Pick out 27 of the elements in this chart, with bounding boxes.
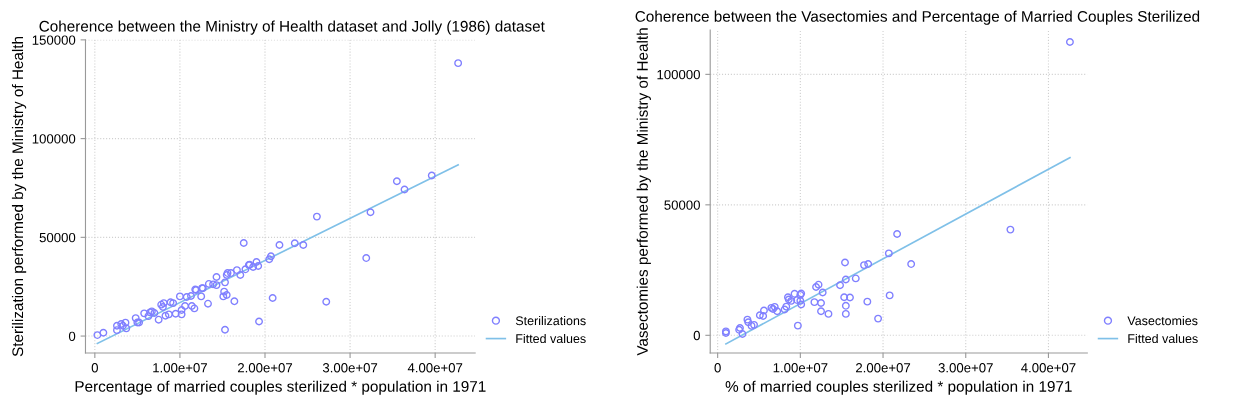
x-axis-title: % of married couples sterilized * population in 1971 — [725, 380, 1072, 395]
y-tick-label: 150000 — [32, 35, 76, 45]
legend-label: Fitted values — [516, 333, 586, 344]
y-tick-label: 0 — [693, 330, 700, 341]
chart-title: Coherence between the Vasectomies and Percentage of Married Couples Sterilized — [635, 10, 1200, 25]
x-tick-label: 2.00e+07 — [237, 363, 293, 373]
x-axis-title: Percentage of married couples sterilized * population in 1971 — [75, 380, 486, 395]
x-tick-label: 0 — [91, 363, 98, 373]
x-tick-label: 4.00e+07 — [407, 363, 463, 373]
x-tick-label: 1.00e+07 — [153, 363, 207, 373]
x-tick-label: 4.00e+07 — [1021, 363, 1076, 373]
legend-label: Sterilizations — [515, 315, 586, 326]
x-tick-label: 3.00e+07 — [322, 363, 378, 373]
legend-label: Fitted values — [1128, 333, 1198, 344]
y-axis-title: Sterilization performed by the Ministry of Health — [11, 36, 27, 357]
y-tick-label: 0 — [68, 331, 76, 341]
y-axis-title: Vasectomies performed by the Ministry of Health — [636, 28, 651, 356]
x-tick-label: 2.00e+07 — [856, 363, 911, 373]
y-tick-label: 100000 — [657, 69, 700, 80]
x-tick-label: 1.00e+07 — [773, 363, 828, 373]
y-tick-label: 50000 — [664, 200, 700, 210]
legend-label: Vasectomies — [1127, 315, 1198, 326]
y-tick-label: 100000 — [32, 134, 76, 144]
x-tick-label: 0 — [714, 363, 721, 373]
y-tick-label: 50000 — [39, 232, 76, 243]
chart-title: Coherence between the Ministry of Health dataset and Jolly (1986) dataset — [39, 20, 545, 35]
x-tick-label: 3.00e+07 — [938, 363, 993, 373]
